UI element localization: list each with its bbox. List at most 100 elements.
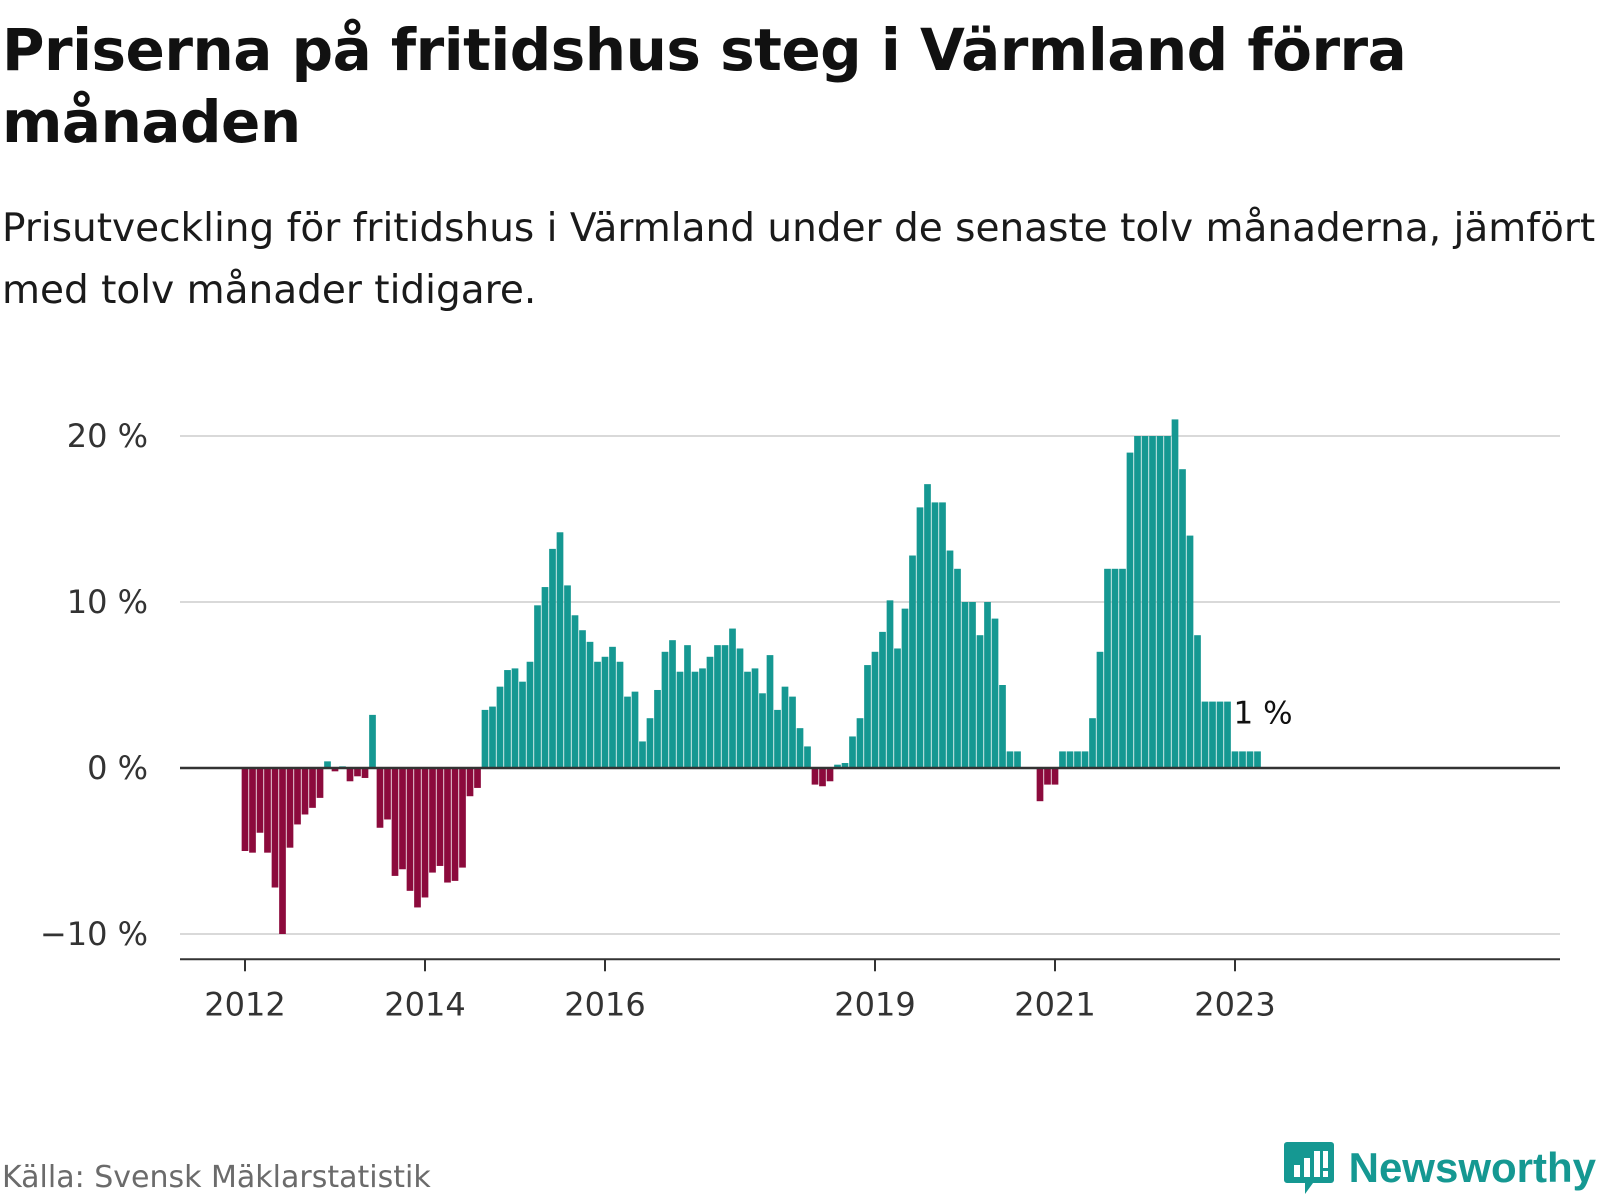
bar: [1081, 751, 1089, 768]
bar: [609, 646, 616, 768]
bar: [691, 671, 699, 768]
x-tick-label: 2023: [1194, 985, 1275, 1023]
bar: [549, 548, 556, 768]
bar: [684, 645, 691, 768]
bar: [1156, 436, 1164, 768]
bar: [849, 736, 856, 768]
bar: [699, 668, 706, 768]
bar: [736, 648, 744, 768]
bar: [511, 668, 519, 768]
x-tick-label: 2012: [204, 985, 285, 1023]
bar: [556, 532, 564, 768]
bar: [1074, 751, 1081, 768]
bar: [414, 768, 421, 908]
bar: [894, 648, 901, 768]
bar: [1254, 751, 1261, 768]
bar: [819, 768, 826, 787]
bar: [406, 768, 414, 891]
chart-title: Priserna på fritidshus steg i Värmland f…: [2, 16, 1407, 156]
bar: [669, 640, 676, 768]
bar: [939, 502, 946, 768]
bar: [526, 661, 534, 768]
bar: [324, 761, 331, 768]
bar: [639, 741, 646, 768]
bar: [916, 507, 924, 768]
x-tick-label: 2014: [384, 985, 465, 1023]
bar: [421, 768, 429, 898]
newsworthy-logo-icon: [1283, 1142, 1334, 1194]
bar: [466, 768, 474, 797]
bar: [301, 768, 309, 815]
bar: [781, 686, 789, 768]
bar: [1179, 469, 1186, 768]
bar: [361, 768, 369, 778]
bar: [376, 768, 384, 828]
bar: [571, 615, 579, 768]
bar: [579, 630, 586, 768]
y-tick-label: 0 %: [87, 749, 148, 787]
bar-chart: −10 % 0 % 10 % 20 % 2012 2014 2016 2019 2021 2023…: [40, 417, 1560, 1023]
bar: [624, 696, 631, 768]
bar: [1111, 568, 1119, 768]
bar: [1006, 751, 1014, 768]
bar: [1089, 718, 1096, 768]
bar: [1119, 568, 1126, 768]
bar: [1014, 751, 1021, 768]
bar: [961, 602, 969, 768]
bar: [1149, 436, 1156, 768]
y-tick-label: 20 %: [67, 417, 148, 455]
bar: [804, 746, 811, 768]
bar: [1209, 701, 1216, 768]
bar: [271, 768, 279, 888]
bar: [976, 635, 984, 768]
newsworthy-logo[interactable]: Newsworthy: [1283, 1140, 1596, 1196]
grid-lines: [180, 435, 1560, 935]
bar: [519, 681, 526, 768]
bar: [1096, 651, 1104, 768]
bar: [946, 550, 954, 768]
bar: [774, 709, 781, 768]
bar: [481, 709, 489, 768]
bar: [369, 714, 376, 768]
bar: [256, 768, 264, 833]
bar: [399, 768, 406, 870]
bar: [631, 691, 639, 768]
bar: [541, 587, 549, 768]
bar: [286, 768, 294, 848]
bar: [886, 600, 894, 768]
bar: [241, 768, 249, 851]
last-value-label: 1 %: [1234, 695, 1293, 731]
bars: [241, 419, 1261, 934]
bar: [489, 706, 496, 768]
bar: [714, 645, 721, 768]
bar: [1059, 751, 1066, 768]
bar: [676, 671, 684, 768]
bar: [901, 608, 909, 768]
bar: [436, 768, 444, 866]
bar: [504, 670, 511, 768]
bar: [1051, 768, 1059, 785]
bar: [474, 768, 481, 788]
bar: [1171, 419, 1179, 768]
y-tick-label: 10 %: [67, 583, 148, 621]
bar: [879, 631, 886, 768]
bar: [294, 768, 301, 825]
bar: [1201, 701, 1209, 768]
bar: [999, 685, 1006, 768]
bar: [766, 655, 774, 768]
bar: [931, 502, 939, 768]
bar: [534, 605, 541, 768]
bar: [826, 768, 834, 782]
source-note: Källa: Svensk Mäklarstatistik: [2, 1160, 431, 1195]
bar: [841, 763, 849, 768]
bar: [751, 668, 759, 768]
bar: [249, 768, 256, 853]
bar: [706, 656, 714, 768]
bar: [316, 768, 324, 798]
bar: [856, 718, 864, 768]
bar: [1239, 751, 1246, 768]
bar: [279, 768, 286, 934]
bar: [991, 618, 999, 768]
bar: [384, 768, 391, 820]
bar: [331, 768, 339, 772]
